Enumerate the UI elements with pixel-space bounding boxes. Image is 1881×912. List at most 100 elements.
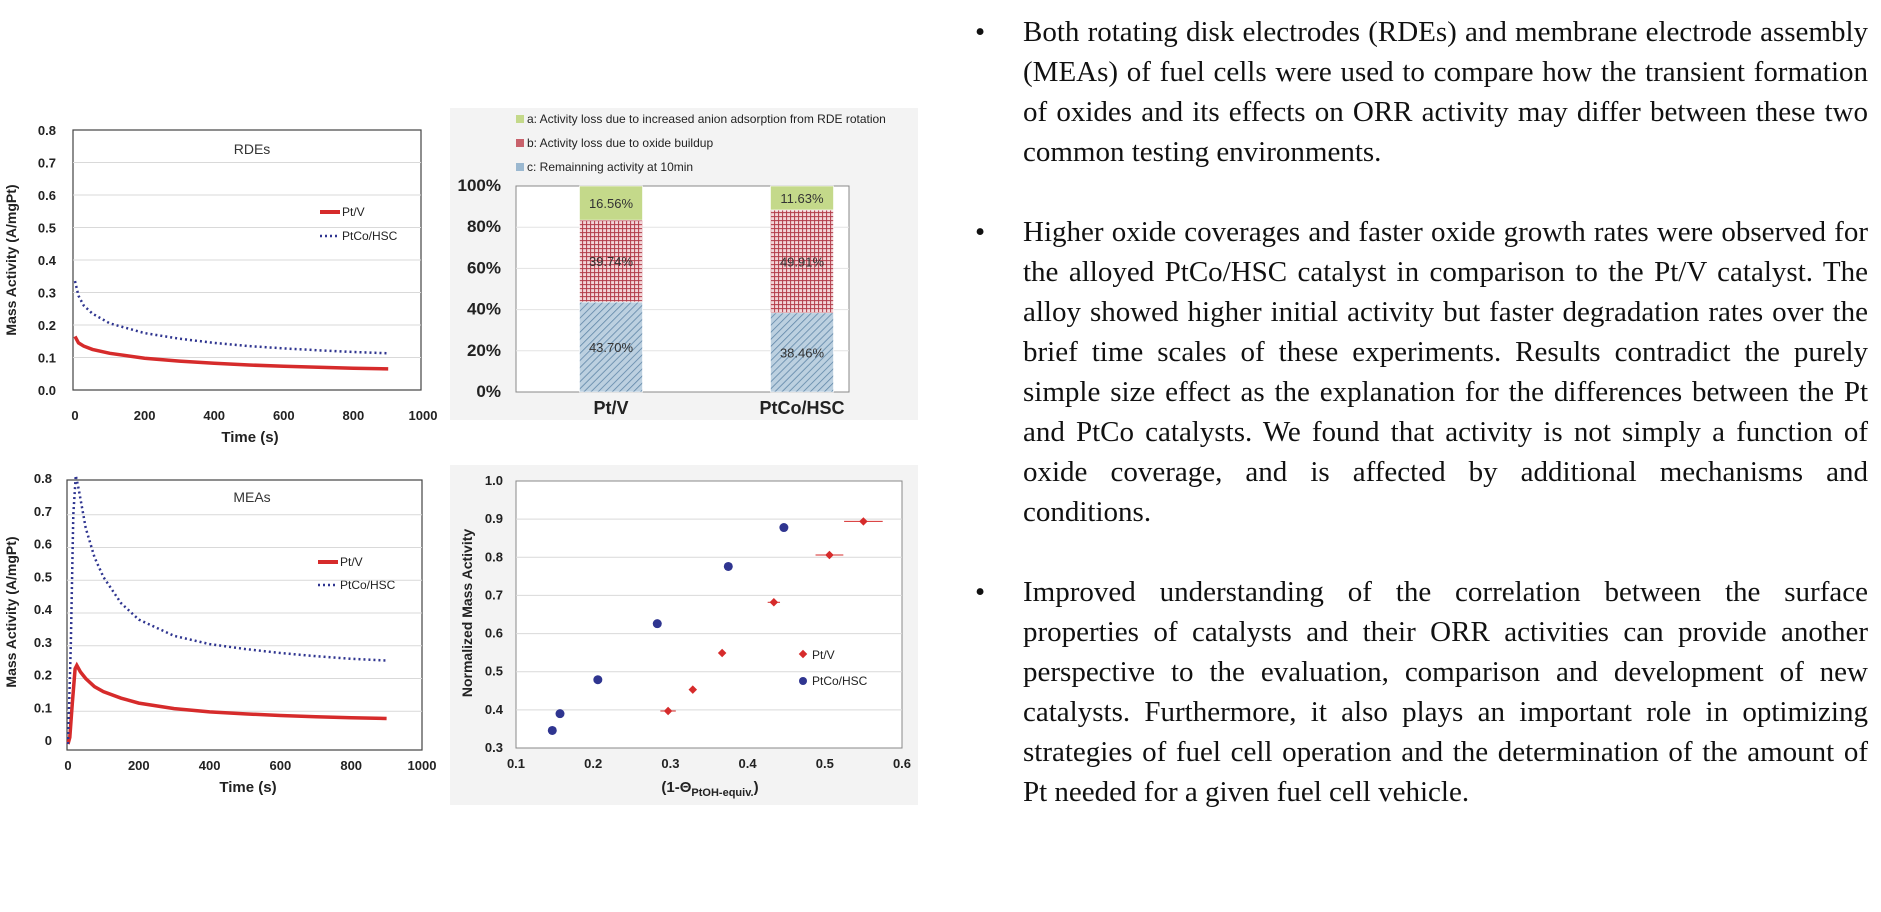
bar-label-ptco-c: 38.46% xyxy=(780,345,825,360)
bar-legend: a: Activity loss due to increased anion … xyxy=(516,112,886,174)
bar-y-tick: 80% xyxy=(467,217,501,236)
mea-x-tick: 0 xyxy=(64,758,71,773)
scatter-legend-ptco: PtCo/HSC xyxy=(812,674,868,688)
rde-series-ptco xyxy=(73,280,389,355)
rde-x-tick: 600 xyxy=(273,408,295,423)
bullet-item: • Both rotating disk electrodes (RDEs) a… xyxy=(975,12,1868,172)
mea-panel-label: MEAs xyxy=(233,489,270,505)
mea-y-tick: 0.7 xyxy=(34,504,52,519)
rde-series-ptv xyxy=(73,335,389,371)
mea-plot-area xyxy=(66,479,423,751)
rde-y-tick: 0.8 xyxy=(38,123,56,138)
bar-category-ptco: PtCo/HSC xyxy=(760,398,845,418)
scatter-plot-area xyxy=(515,480,903,749)
rde-chart: Mass Activity (A/mgPt) RDEs Pt/V PtCo/HS… xyxy=(3,123,437,446)
bar-y-tick: 20% xyxy=(467,341,501,360)
scatter-x-tick: 0.3 xyxy=(661,756,679,771)
scatter-y-tick: 0.4 xyxy=(485,702,504,717)
svg-text:Normalized Mass Activity: Normalized Mass Activity xyxy=(459,529,475,698)
scatter-point-ptco xyxy=(547,725,557,735)
bar-segment-ptv-a xyxy=(579,185,643,221)
rde-x-tick: 1000 xyxy=(409,408,438,423)
scatter-x-tick: 0.5 xyxy=(816,756,834,771)
mea-y-tick: 0.4 xyxy=(34,602,53,617)
scatter-point-ptv xyxy=(717,648,727,658)
scatter-point-ptco xyxy=(723,561,733,571)
rde-x-tick: 0 xyxy=(71,408,78,423)
scatter-y-ticks: 0.3 0.4 0.5 0.6 0.7 0.8 0.9 1.0 xyxy=(485,473,504,755)
mea-legend-ptv: Pt/V xyxy=(340,555,363,569)
scatter-point-ptco xyxy=(555,709,565,719)
rde-y-tick: 0.1 xyxy=(38,351,56,366)
bar-segment-ptv-b xyxy=(579,219,643,303)
scatter-legend-marker-ptco xyxy=(799,677,807,685)
bar-chart: a: Activity loss due to increased anion … xyxy=(458,112,886,418)
bar-y-ticks: 0% 20% 40% 60% 80% 100% xyxy=(458,176,501,401)
scatter-point-ptv xyxy=(769,598,779,607)
scatter-y-tick: 0.6 xyxy=(485,626,503,641)
bar-label-ptv-c: 43.70% xyxy=(589,340,634,355)
scatter-y-tick: 1.0 xyxy=(485,473,503,488)
svg-text:Mass Activity (A/mgPt): Mass Activity (A/mgPt) xyxy=(3,536,19,687)
scatter-x-tick: 0.2 xyxy=(584,756,602,771)
scatter-x-tick: 0.1 xyxy=(507,756,525,771)
mea-x-tick: 600 xyxy=(270,758,292,773)
mea-y-tick: 0.5 xyxy=(34,569,52,584)
mea-x-tick: 200 xyxy=(128,758,150,773)
mea-legend-ptco: PtCo/HSC xyxy=(340,578,396,592)
scatter-y-tick: 0.9 xyxy=(485,511,503,526)
mea-series-ptco xyxy=(66,475,387,745)
bar-label-ptv-b: 39.74% xyxy=(589,254,634,269)
mea-y-tick: 0.8 xyxy=(34,471,52,486)
bar-legend-swatch-c xyxy=(516,163,524,171)
bar-y-tick: 60% xyxy=(467,258,501,277)
bullet-marker: • xyxy=(975,576,986,608)
bullet-text: Improved understanding of the correlatio… xyxy=(1023,576,1868,808)
bar-label-ptv-a: 16.56% xyxy=(589,196,634,211)
bullet-marker: • xyxy=(975,216,986,248)
mea-y-tick: 0.1 xyxy=(34,700,52,715)
scatter-legend: Pt/V PtCo/HSC xyxy=(798,648,868,688)
rde-panel-label: RDEs xyxy=(234,141,271,157)
rde-gridlines xyxy=(73,162,421,358)
mea-y-tick: 0 xyxy=(45,733,52,748)
mea-x-tick: 400 xyxy=(199,758,221,773)
bar-segments xyxy=(579,185,834,393)
rde-y-tick: 0.7 xyxy=(38,156,56,171)
bar-label-ptco-a: 11.63% xyxy=(780,191,824,206)
scatter-x-tick: 0.6 xyxy=(893,756,911,771)
mea-x-tick: 1000 xyxy=(408,758,437,773)
bullet-list: • Both rotating disk electrodes (RDEs) a… xyxy=(975,12,1868,852)
scatter-point-ptco xyxy=(779,523,789,533)
scatter-y-axis-label: Normalized Mass Activity xyxy=(459,529,475,698)
bullet-text: Both rotating disk electrodes (RDEs) and… xyxy=(1023,16,1868,168)
scatter-y-tick: 0.7 xyxy=(485,587,503,602)
scatter-point-ptco xyxy=(593,675,603,685)
bar-segment-ptv-c xyxy=(579,301,643,393)
bar-segment-ptco-a xyxy=(770,185,834,211)
rde-y-ticks: 0.0 0.1 0.2 0.3 0.4 0.5 0.6 0.7 0.8 xyxy=(38,123,57,398)
bar-legend-a: a: Activity loss due to increased anion … xyxy=(527,112,886,126)
bullet-item: • Higher oxide coverages and faster oxid… xyxy=(975,212,1868,532)
rde-x-tick: 800 xyxy=(343,408,365,423)
scatter-points xyxy=(547,517,883,735)
svg-text:Mass Activity (A/mgPt): Mass Activity (A/mgPt) xyxy=(3,184,19,335)
rde-x-ticks: 0 200 400 600 800 1000 xyxy=(71,408,437,423)
mea-y-tick: 0.2 xyxy=(34,668,52,683)
bullet-marker: • xyxy=(975,16,986,48)
mea-legend: Pt/V PtCo/HSC xyxy=(318,555,396,592)
bar-legend-swatch-b xyxy=(516,139,524,147)
scatter-x-tick: 0.4 xyxy=(739,756,758,771)
bar-y-tick: 100% xyxy=(458,176,501,195)
rde-legend-ptv: Pt/V xyxy=(342,205,365,219)
scatter-legend-ptv: Pt/V xyxy=(812,648,835,662)
rde-y-tick: 0.2 xyxy=(38,318,56,333)
rde-legend-ptco: PtCo/HSC xyxy=(342,229,398,243)
rde-y-tick: 0.4 xyxy=(38,253,57,268)
rde-y-tick: 0.6 xyxy=(38,188,56,203)
bar-category-ptv: Pt/V xyxy=(593,398,628,418)
scatter-point-ptv xyxy=(663,706,673,716)
scatter-chart: Normalized Mass Activity 0.3 0.4 0.5 0.6… xyxy=(459,473,911,799)
rde-y-tick: 0.5 xyxy=(38,221,56,236)
mea-series-ptv xyxy=(66,661,387,745)
